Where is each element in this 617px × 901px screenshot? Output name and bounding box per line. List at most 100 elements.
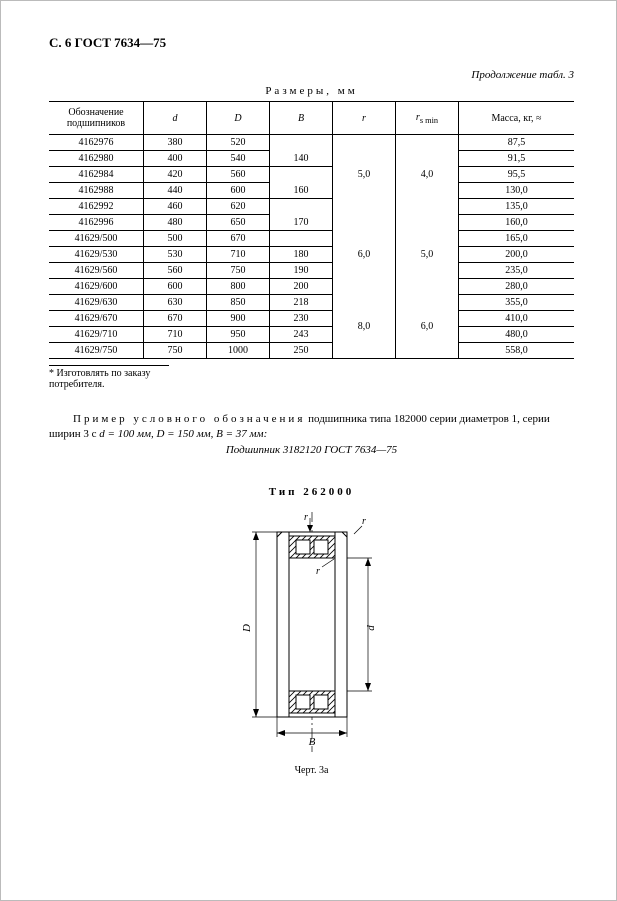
table-row: 41629/670 670 900 230 410,0: [49, 311, 574, 327]
cell-mass: 200,0: [459, 247, 575, 263]
cell-B: 170: [270, 215, 333, 231]
table-row: 41629/560 560 750 190 235,0: [49, 263, 574, 279]
footnote: * Изготовлять по заказу потребителя.: [49, 365, 169, 390]
cell-mass: 165,0: [459, 231, 575, 247]
cell-name: 41629/670: [49, 311, 144, 327]
table-continuation: Продолжение табл. 3: [49, 69, 574, 81]
bearings-table: Обозначение подшипников d D B r rs min М…: [49, 101, 574, 359]
cell-B: 140: [270, 151, 333, 167]
col-r: r: [333, 102, 396, 135]
cell-D: 950: [207, 327, 270, 343]
cell-D: 800: [207, 279, 270, 295]
cell-D: 850: [207, 295, 270, 311]
figure-wrapper: D d B r r r Черт. 3а: [49, 512, 574, 776]
cell-rs: 5,0: [396, 215, 459, 295]
cell-D: 620: [207, 199, 270, 215]
cell-D: 670: [207, 231, 270, 247]
cell-B: 160: [270, 183, 333, 199]
type-label: Тип: [269, 486, 298, 498]
cell-mass: 91,5: [459, 151, 575, 167]
cell-d: 560: [144, 263, 207, 279]
cell-mass: 130,0: [459, 183, 575, 199]
col-D-label: D: [234, 113, 241, 124]
cell-name: 4162984: [49, 167, 144, 183]
label-r-side: r: [362, 516, 366, 527]
type-caption: Тип 262000: [49, 486, 574, 498]
example-designation: Подшипник 3182120 ГОСТ 7634—75: [49, 444, 574, 456]
cell-rs: 6,0: [396, 295, 459, 359]
cell-d: 460: [144, 199, 207, 215]
cell-mass: 160,0: [459, 215, 575, 231]
table-row: 4162980 400 540 140 91,5: [49, 151, 574, 167]
cell-mass: 135,0: [459, 199, 575, 215]
label-B: B: [308, 736, 315, 748]
cell-B: 200: [270, 279, 333, 295]
table-row: 4162996 480 650 170 6,0 5,0 160,0: [49, 215, 574, 231]
table-row: 41629/630 630 850 218 8,0 6,0 355,0: [49, 295, 574, 311]
cell-d: 600: [144, 279, 207, 295]
col-B-label: B: [298, 113, 304, 124]
cell-r: 8,0: [333, 295, 396, 359]
cell-B: [270, 199, 333, 215]
bearing-diagram: D d B r r r: [222, 512, 402, 752]
cell-r: 6,0: [333, 215, 396, 295]
cell-name: 4162976: [49, 135, 144, 151]
col-mass: Масса, кг, ≈: [459, 102, 575, 135]
cell-name: 4162988: [49, 183, 144, 199]
cell-d: 440: [144, 183, 207, 199]
col-rs: rs min: [396, 102, 459, 135]
cell-mass: 235,0: [459, 263, 575, 279]
cell-B: 230: [270, 311, 333, 327]
col-r-label: r: [362, 113, 366, 124]
cell-name: 41629/530: [49, 247, 144, 263]
col-D: D: [207, 102, 270, 135]
cell-D: 710: [207, 247, 270, 263]
label-d: d: [365, 624, 377, 630]
cell-D: 650: [207, 215, 270, 231]
table-row: 41629/750 750 1000 250 558,0: [49, 343, 574, 359]
label-r-inner: r: [316, 566, 320, 577]
table-header-row: Обозначение подшипников d D B r rs min М…: [49, 102, 574, 135]
cell-D: 1000: [207, 343, 270, 359]
cell-B: [270, 135, 333, 151]
page-header: С. 6 ГОСТ 7634—75: [49, 35, 574, 51]
dimensions-caption: Размеры, мм: [49, 85, 574, 97]
cell-D: 600: [207, 183, 270, 199]
cell-D: 540: [207, 151, 270, 167]
cell-d: 630: [144, 295, 207, 311]
cell-d: 670: [144, 311, 207, 327]
cell-d: 480: [144, 215, 207, 231]
table-row: 4162984 420 560 95,5: [49, 167, 574, 183]
example-intro: Пример условного обозначения: [73, 413, 305, 425]
cell-mass: 280,0: [459, 279, 575, 295]
figure-caption: Черт. 3а: [49, 765, 574, 776]
table-row: 4162988 440 600 160 130,0: [49, 183, 574, 199]
cell-r: 5,0: [333, 135, 396, 215]
cell-d: 500: [144, 231, 207, 247]
cell-d: 380: [144, 135, 207, 151]
cell-mass: 355,0: [459, 295, 575, 311]
table-row: 4162992 460 620 135,0: [49, 199, 574, 215]
cell-mass: 410,0: [459, 311, 575, 327]
cell-D: 520: [207, 135, 270, 151]
col-d: d: [144, 102, 207, 135]
cell-rs: 4,0: [396, 135, 459, 215]
cell-B: 250: [270, 343, 333, 359]
type-number: 262000: [298, 486, 355, 498]
cell-B: 218: [270, 295, 333, 311]
cell-name: 4162980: [49, 151, 144, 167]
cell-B: [270, 167, 333, 183]
cell-D: 560: [207, 167, 270, 183]
col-rs-sub: s min: [420, 116, 438, 125]
col-d-label: d: [173, 113, 178, 124]
page: С. 6 ГОСТ 7634—75 Продолжение табл. 3 Ра…: [0, 0, 617, 901]
cell-mass: 480,0: [459, 327, 575, 343]
cell-d: 710: [144, 327, 207, 343]
cell-name: 4162996: [49, 215, 144, 231]
cell-mass: 87,5: [459, 135, 575, 151]
cell-name: 41629/560: [49, 263, 144, 279]
table-row: 41629/530 530 710 180 200,0: [49, 247, 574, 263]
cell-name: 41629/500: [49, 231, 144, 247]
cell-name: 4162992: [49, 199, 144, 215]
cell-name: 41629/710: [49, 327, 144, 343]
